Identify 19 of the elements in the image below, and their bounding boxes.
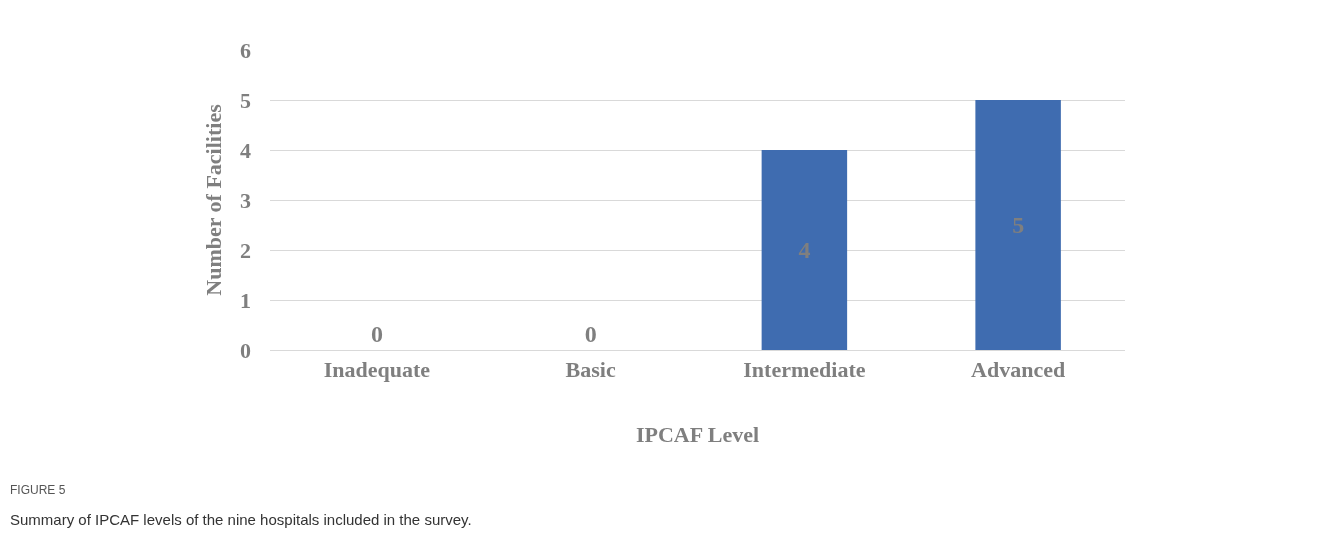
x-tick-label: Intermediate	[743, 357, 866, 383]
data-label: 0	[584, 321, 597, 347]
x-tick-label: Advanced	[971, 357, 1066, 383]
text: Summary of IPCAF levels of the nine hospitals included in the survey.	[10, 511, 472, 528]
y-tick-label: 3	[240, 187, 251, 213]
y-axis-title: Number of Facilities	[200, 103, 226, 296]
y-tick-label: 1	[240, 287, 251, 313]
data-label: 0	[370, 321, 383, 347]
data-label: 5	[1012, 212, 1025, 238]
y-tick-label: 5	[240, 87, 251, 113]
x-tick-label: Inadequate	[323, 357, 431, 383]
data-label: 4	[798, 237, 811, 263]
y-tick-label: 2	[240, 237, 251, 263]
x-tick-label: Basic	[565, 357, 616, 383]
y-tick-label: 4	[240, 137, 251, 163]
x-axis-title: IPCAF Level	[635, 422, 760, 448]
y-tick-label: 6	[240, 37, 251, 63]
y-tick-label: 0	[240, 337, 251, 363]
caption: FIGURE 5	[10, 483, 66, 497]
